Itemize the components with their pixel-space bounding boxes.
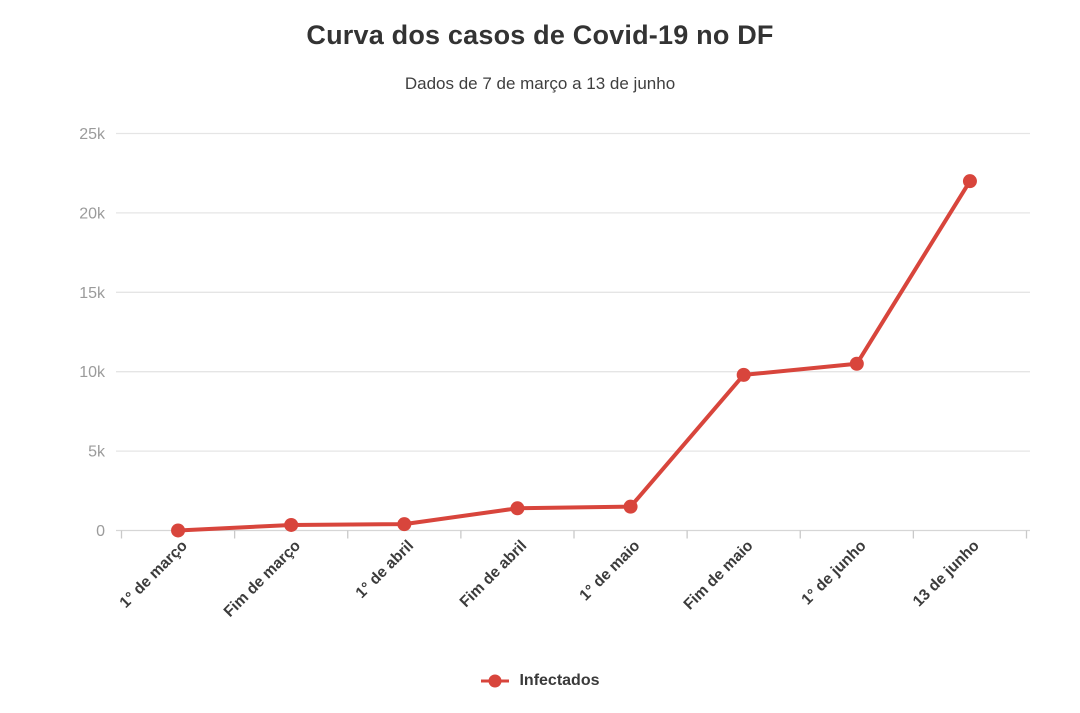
y-axis-tick-label: 10k bbox=[79, 364, 106, 381]
y-axis-tick-label: 0 bbox=[96, 523, 105, 540]
data-point[interactable] bbox=[284, 517, 299, 532]
legend-label: Infectados bbox=[519, 672, 600, 689]
data-point[interactable] bbox=[171, 523, 186, 538]
y-axis-tick-label: 5k bbox=[88, 444, 106, 461]
x-axis-category-label: 1° de março bbox=[117, 537, 191, 611]
x-axis-category-label: 1° de junho bbox=[798, 537, 869, 608]
data-point[interactable] bbox=[962, 174, 977, 189]
data-point[interactable] bbox=[397, 517, 412, 532]
y-axis-tick-label: 25k bbox=[79, 126, 106, 143]
x-axis-category-label: 13 de junho bbox=[910, 537, 983, 610]
x-axis-category-label: Fim de abril bbox=[457, 537, 531, 611]
y-axis-tick-label: 15k bbox=[79, 285, 106, 302]
covid-line-chart: 0 5k 10k 15k 20k 25k 1° de março Fim de março 1°… bbox=[79, 126, 1030, 621]
legend-item-infectados[interactable]: Infectados bbox=[480, 672, 600, 690]
x-axis-category-label: 1° de maio bbox=[576, 537, 643, 604]
data-point[interactable] bbox=[849, 356, 864, 371]
data-point[interactable] bbox=[510, 501, 525, 516]
x-axis-category-label: 1° de abril bbox=[353, 537, 418, 602]
legend: Infectados bbox=[0, 672, 1080, 690]
data-point[interactable] bbox=[736, 367, 751, 382]
x-axis-category-label: Fim de março bbox=[221, 537, 304, 620]
chart-subtitle: Dados de 7 de março a 13 de junho bbox=[404, 74, 676, 93]
chart-title: Curva dos casos de Covid-19 no DF bbox=[306, 20, 774, 50]
line-dot-marker-icon bbox=[481, 674, 510, 688]
series-line bbox=[176, 179, 972, 533]
data-point[interactable] bbox=[623, 499, 638, 514]
y-axis-tick-label: 20k bbox=[79, 205, 106, 222]
x-axis-category-label: Fim de maio bbox=[681, 537, 757, 613]
